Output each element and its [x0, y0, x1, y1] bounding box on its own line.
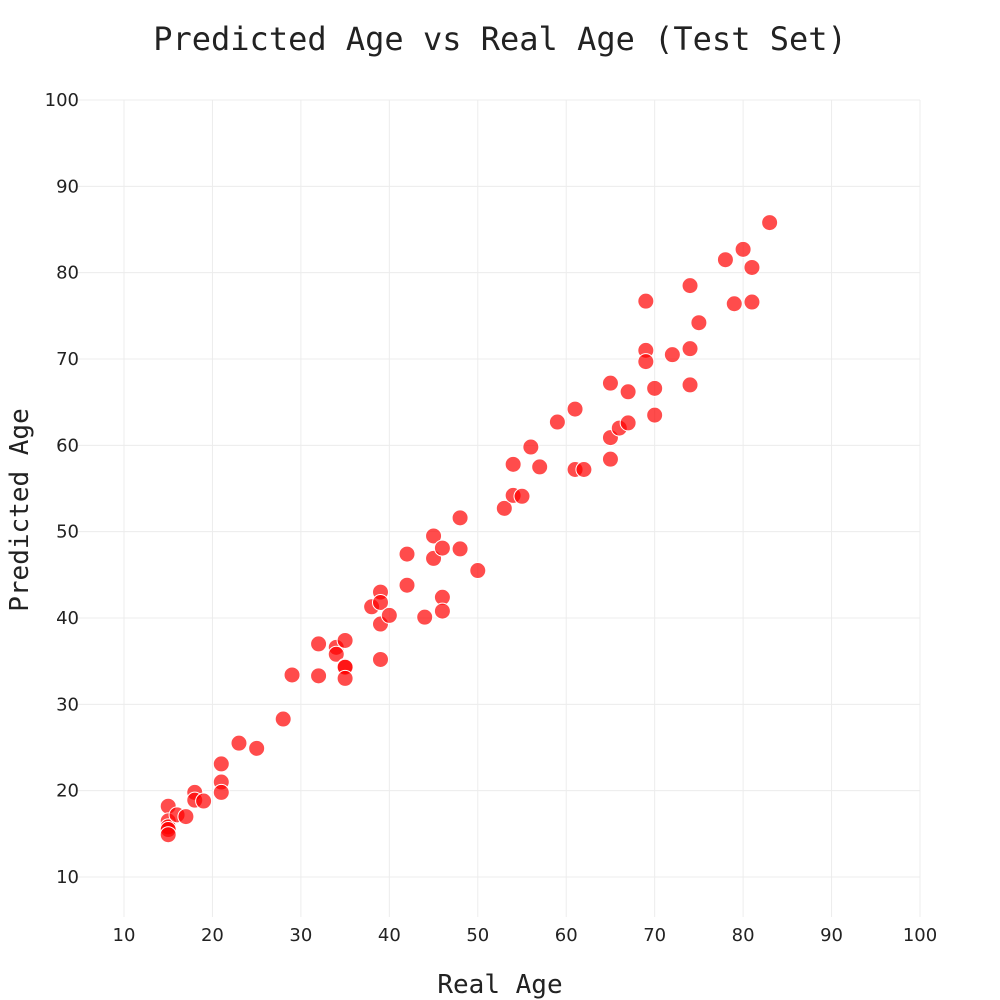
data-point[interactable]	[681, 376, 699, 394]
x-tick-label: 30	[289, 925, 312, 946]
data-point[interactable]	[601, 374, 619, 392]
x-tick-label: 90	[820, 925, 843, 946]
y-tick-label: 60	[56, 435, 79, 456]
data-point[interactable]	[248, 739, 266, 757]
data-point[interactable]	[690, 314, 708, 332]
data-point[interactable]	[504, 455, 522, 473]
data-point[interactable]	[619, 383, 637, 401]
data-point[interactable]	[283, 666, 301, 684]
data-point[interactable]	[380, 606, 398, 624]
data-point[interactable]	[159, 826, 177, 844]
data-point[interactable]	[522, 438, 540, 456]
x-axis-ticks: 10 20 30 40 50 60 70 80 90 100	[113, 925, 938, 946]
data-point[interactable]	[177, 808, 195, 826]
data-point[interactable]	[637, 292, 655, 310]
data-point[interactable]	[734, 240, 752, 258]
chart-title: Predicted Age vs Real Age (Test Set)	[153, 20, 847, 58]
x-tick-label: 10	[113, 925, 136, 946]
data-point[interactable]	[398, 545, 416, 563]
y-tick-label: 100	[45, 90, 79, 111]
y-axis-ticks: 10 20 30 40 50 60 70 80 90 100	[45, 90, 79, 888]
data-point[interactable]	[274, 710, 292, 728]
data-point[interactable]	[212, 783, 230, 801]
data-point[interactable]	[433, 539, 451, 557]
data-point[interactable]	[451, 540, 469, 558]
data-point[interactable]	[681, 277, 699, 295]
x-tick-label: 50	[466, 925, 489, 946]
data-point[interactable]	[212, 755, 230, 773]
y-tick-label: 50	[56, 522, 79, 543]
y-tick-label: 10	[56, 867, 79, 888]
x-tick-label: 80	[732, 925, 755, 946]
x-tick-label: 20	[201, 925, 224, 946]
data-point[interactable]	[433, 602, 451, 620]
data-point[interactable]	[371, 593, 389, 611]
data-point[interactable]	[310, 635, 328, 653]
data-point[interactable]	[646, 379, 664, 397]
x-tick-label: 40	[378, 925, 401, 946]
data-point[interactable]	[230, 734, 248, 752]
y-axis-title: Predicted Age	[5, 408, 35, 612]
data-point[interactable]	[416, 608, 434, 626]
y-tick-label: 20	[56, 781, 79, 802]
y-tick-label: 30	[56, 694, 79, 715]
data-point[interactable]	[531, 458, 549, 476]
data-point[interactable]	[716, 251, 734, 269]
data-point[interactable]	[601, 450, 619, 468]
data-point[interactable]	[663, 346, 681, 364]
data-point[interactable]	[398, 576, 416, 594]
data-point[interactable]	[336, 631, 354, 649]
data-point[interactable]	[743, 258, 761, 276]
data-point[interactable]	[637, 353, 655, 371]
data-point[interactable]	[566, 400, 584, 418]
y-tick-label: 70	[56, 349, 79, 370]
data-point[interactable]	[761, 214, 779, 232]
y-tick-label: 80	[56, 263, 79, 284]
data-point[interactable]	[681, 340, 699, 358]
x-axis-title: Real Age	[437, 970, 562, 1000]
data-point[interactable]	[469, 562, 487, 580]
data-point[interactable]	[327, 645, 345, 663]
data-point[interactable]	[575, 461, 593, 479]
data-point[interactable]	[646, 406, 664, 424]
data-point[interactable]	[310, 667, 328, 685]
data-point[interactable]	[725, 295, 743, 313]
data-point[interactable]	[495, 499, 513, 517]
data-point[interactable]	[619, 414, 637, 432]
data-point[interactable]	[195, 792, 213, 810]
data-point[interactable]	[548, 413, 566, 431]
data-point[interactable]	[513, 487, 531, 505]
data-point[interactable]	[425, 527, 443, 545]
y-tick-label: 90	[56, 176, 79, 197]
y-tick-label: 40	[56, 608, 79, 629]
data-point[interactable]	[371, 650, 389, 668]
data-point[interactable]	[336, 669, 354, 687]
data-point[interactable]	[451, 509, 469, 527]
x-tick-label: 100	[903, 925, 937, 946]
x-tick-label: 70	[643, 925, 666, 946]
data-point[interactable]	[743, 293, 761, 311]
x-tick-label: 60	[555, 925, 578, 946]
data-points	[159, 214, 779, 844]
